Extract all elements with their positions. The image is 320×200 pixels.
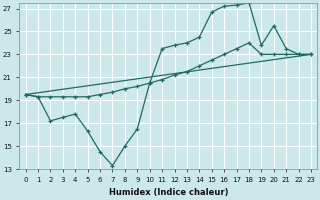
X-axis label: Humidex (Indice chaleur): Humidex (Indice chaleur): [108, 188, 228, 197]
